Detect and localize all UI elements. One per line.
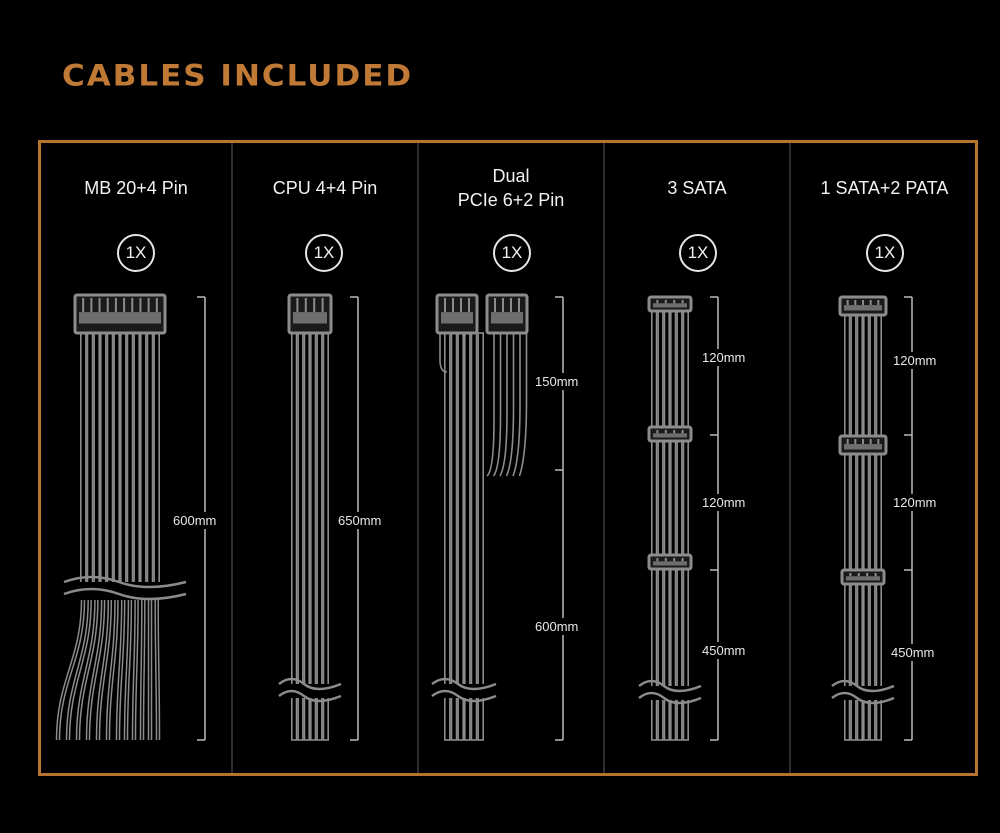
break-wave xyxy=(63,575,187,589)
break-wave xyxy=(278,677,342,691)
length-label: 120mm xyxy=(702,494,746,511)
quantity-badge: 1X xyxy=(866,234,904,272)
connector-latch xyxy=(491,312,523,324)
cables-frame xyxy=(38,140,978,776)
connector-latch xyxy=(79,312,161,324)
cable-wire-gap xyxy=(77,599,98,741)
connector-latch xyxy=(844,305,882,311)
cable-wire-gap xyxy=(87,599,104,741)
length-label: 450mm xyxy=(702,642,746,659)
cable-name-line2: PCIe 6+2 Pin xyxy=(457,190,565,210)
cable-wire xyxy=(439,333,448,373)
cable-wire-gap xyxy=(117,599,124,741)
length-label: 120mm xyxy=(893,352,937,369)
cable-cpu: CPU 4+4 Pin 1X xyxy=(233,143,417,773)
cable-name: MB 20+4 Pin xyxy=(84,178,188,198)
cable-wire xyxy=(518,333,528,477)
page-title: CABLES INCLUDED xyxy=(62,58,414,94)
cable-name: 1 SATA+2 PATA xyxy=(820,178,949,198)
length-label: 120mm xyxy=(893,494,937,511)
quantity-badge: 1X xyxy=(679,234,717,272)
cable-wire-gap xyxy=(155,599,159,741)
column-divider xyxy=(417,143,419,773)
connector-latch xyxy=(441,312,473,324)
connector-latch xyxy=(293,312,327,324)
cable-name: CPU 4+4 Pin xyxy=(272,178,378,198)
column-divider xyxy=(231,143,233,773)
cable-wire-gap xyxy=(125,599,131,741)
break-wave xyxy=(431,677,497,691)
break-wave xyxy=(638,691,702,705)
connector-latch xyxy=(653,561,687,566)
cable-sata: 3 SATA 1X xyxy=(605,143,789,773)
cable-wire-gap xyxy=(107,599,118,741)
length-label: 600mm xyxy=(535,618,579,635)
cable-wire xyxy=(477,332,484,741)
quantity-badge: 1X xyxy=(305,234,343,272)
cable-wire-gap xyxy=(133,599,138,741)
cable-wire-gap xyxy=(57,599,84,741)
length-label: 600mm xyxy=(173,512,217,529)
connector-latch xyxy=(653,433,687,438)
length-label: 120mm xyxy=(702,349,746,366)
length-label: 150mm xyxy=(535,373,579,390)
cable-wire-gap xyxy=(67,599,91,741)
cable-wire xyxy=(486,333,495,477)
break-wave xyxy=(431,689,497,703)
length-label: 450mm xyxy=(891,644,935,661)
connector-latch xyxy=(844,444,882,450)
cable-wire-gap xyxy=(97,599,111,741)
connector-latch xyxy=(846,576,880,581)
quantity-badge: 1X xyxy=(117,234,155,272)
break-wave xyxy=(831,679,895,693)
cable-name-line1: Dual xyxy=(492,166,530,186)
break-wave xyxy=(63,587,187,601)
cable-wire xyxy=(512,333,521,477)
column-divider xyxy=(603,143,605,773)
quantity-badge: 1X xyxy=(493,234,531,272)
connector-latch xyxy=(653,303,687,308)
cable-sata-pata: 1 SATA+2 PATA 1X xyxy=(791,143,978,773)
column-divider xyxy=(789,143,791,773)
break-gap xyxy=(66,582,184,596)
cable-wire xyxy=(492,333,502,477)
break-wave xyxy=(831,691,895,705)
cable-pcie: Dual PCIe 6+2 Pin 1X xyxy=(419,143,603,773)
break-wave xyxy=(638,679,702,693)
cable-wire xyxy=(499,333,508,477)
cable-mb: MB 20+4 Pin 1X xyxy=(41,143,231,773)
cable-wire xyxy=(505,333,515,477)
cable-name: 3 SATA xyxy=(667,178,727,198)
length-label: 650mm xyxy=(338,512,382,529)
cable-wire-gap xyxy=(141,599,145,741)
break-wave xyxy=(278,689,342,703)
